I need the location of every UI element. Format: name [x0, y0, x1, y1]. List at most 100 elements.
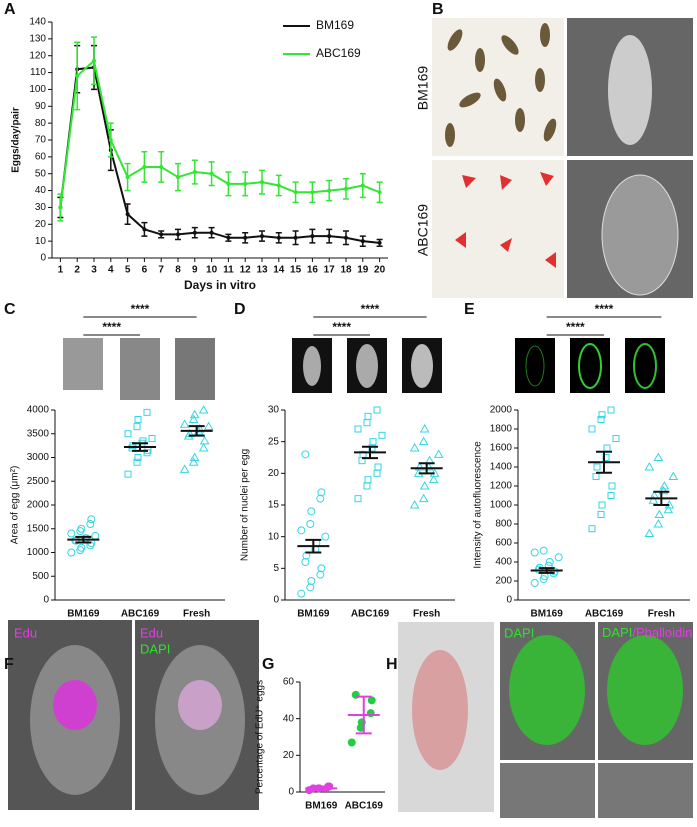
channel-label: DAPI — [140, 641, 170, 656]
y-tick-label: 100 — [29, 84, 46, 95]
x-tick-label: ABC169 — [121, 609, 160, 620]
point — [192, 230, 197, 235]
egg — [356, 344, 378, 388]
x-tick-label: 5 — [125, 265, 131, 276]
point — [133, 423, 141, 431]
point — [539, 546, 548, 555]
x-tick-label: Fresh — [183, 609, 210, 620]
point — [653, 518, 664, 528]
point — [316, 494, 325, 503]
y-tick-label: 40 — [283, 713, 295, 724]
x-tick-label: 14 — [273, 265, 285, 276]
point — [209, 171, 214, 176]
x-tick-label: ABC169 — [345, 801, 384, 812]
y-tick-label: 600 — [495, 538, 512, 549]
point — [142, 164, 147, 169]
significance-label: **** — [566, 320, 585, 334]
egg — [411, 344, 433, 388]
point — [159, 232, 164, 237]
point — [276, 183, 281, 188]
y-tick-label: 0 — [273, 595, 279, 606]
point — [134, 454, 142, 461]
egg — [601, 174, 679, 296]
point — [316, 570, 325, 579]
significance-label: **** — [595, 302, 614, 316]
x-tick-label: 13 — [256, 265, 268, 276]
y-tick-label: 1400 — [490, 462, 513, 473]
point — [364, 412, 372, 420]
point — [409, 499, 420, 509]
point — [133, 458, 141, 466]
y-tick-label: 20 — [283, 750, 295, 761]
panel-label: F — [4, 656, 14, 673]
y-tick-label: 25 — [268, 436, 280, 447]
y-tick-label: 1000 — [27, 547, 50, 558]
channel-label: DAPI — [504, 625, 534, 640]
point — [648, 495, 659, 504]
point — [306, 520, 315, 528]
point — [360, 239, 365, 244]
point — [378, 431, 386, 439]
point — [327, 188, 332, 193]
point — [597, 416, 605, 423]
channel-label: DAPI/Phalloidin — [602, 625, 692, 640]
point — [663, 504, 674, 514]
y-tick-label: 2500 — [27, 476, 50, 487]
point — [297, 526, 306, 535]
x-tick-label: ABC169 — [585, 609, 624, 620]
point — [419, 423, 430, 433]
point — [77, 543, 86, 552]
error-bar — [355, 695, 372, 735]
point — [198, 442, 209, 452]
point — [544, 561, 553, 570]
y-tick-label: 1000 — [490, 500, 513, 511]
point — [428, 474, 439, 484]
significance-label: **** — [131, 302, 150, 316]
y-tick-label: 140 — [29, 17, 46, 28]
point — [530, 578, 539, 587]
micrograph — [598, 763, 693, 818]
x-tick-label: 4 — [108, 265, 114, 276]
point — [260, 180, 264, 185]
point — [189, 452, 200, 461]
point — [148, 435, 156, 442]
point — [317, 488, 326, 497]
point — [369, 438, 377, 446]
series-line — [59, 66, 380, 244]
point — [414, 461, 425, 471]
point — [344, 186, 348, 191]
egg — [608, 35, 652, 145]
point — [588, 425, 596, 433]
y-tick-label: 2000 — [27, 500, 50, 511]
point — [301, 558, 310, 566]
point — [143, 408, 151, 416]
point — [598, 501, 606, 509]
y-tick-label: 40 — [35, 185, 47, 196]
panel-label: A — [4, 1, 16, 18]
point — [108, 138, 113, 142]
x-tick-label: Fresh — [648, 609, 675, 620]
y-tick-label: 400 — [495, 557, 512, 568]
error-bar — [305, 538, 322, 554]
y-tick-label: 1500 — [27, 523, 50, 534]
y-axis-label: Eggs/day/pair — [11, 107, 22, 173]
y-tick-label: 10 — [35, 236, 47, 247]
point — [347, 738, 356, 747]
point — [306, 583, 315, 592]
point — [409, 442, 420, 452]
point — [612, 435, 620, 442]
y-tick-label: 120 — [29, 50, 46, 61]
point — [67, 548, 76, 557]
legend-label: BM169 — [316, 18, 354, 32]
x-tick-label: BM169 — [305, 801, 338, 812]
y-tick-label: 110 — [30, 67, 46, 78]
point — [243, 181, 248, 186]
edu-signal — [53, 680, 97, 730]
error-bar — [596, 450, 612, 474]
point — [124, 430, 132, 438]
point — [373, 406, 381, 414]
y-tick-label: 20 — [35, 219, 47, 230]
x-tick-label: 6 — [142, 265, 148, 276]
x-tick-label: Fresh — [413, 609, 440, 620]
